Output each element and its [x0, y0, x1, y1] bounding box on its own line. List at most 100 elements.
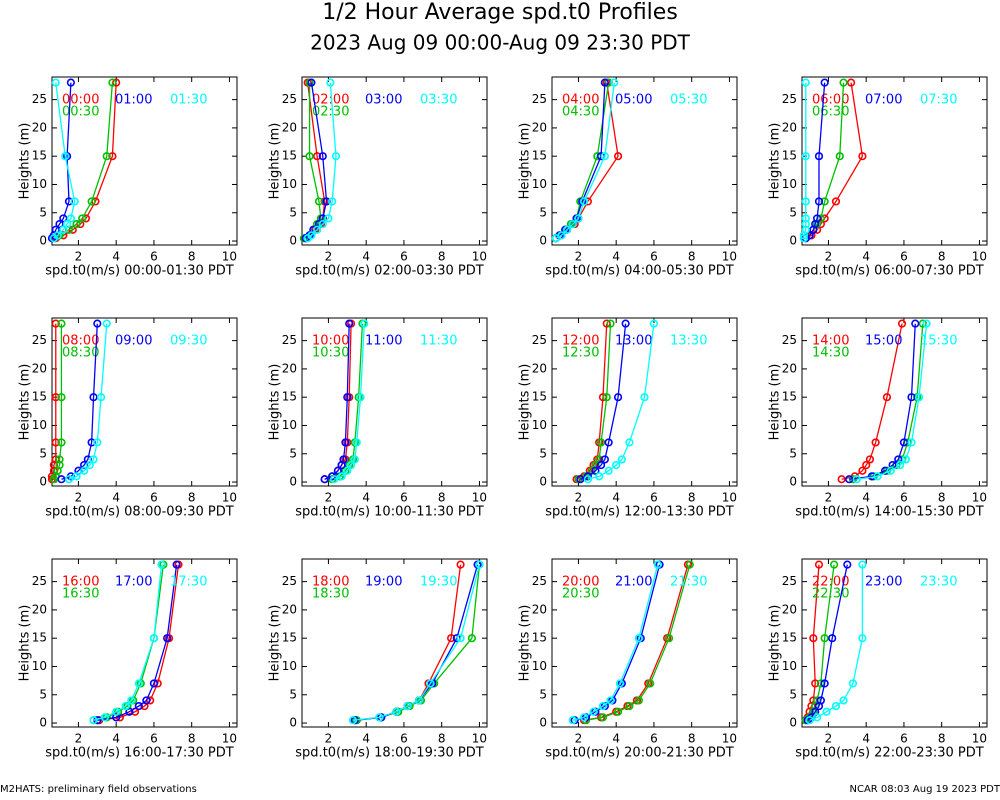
data-point — [51, 78, 60, 87]
data-point — [49, 234, 58, 243]
legend-label: 19:30 — [420, 575, 457, 590]
data-point — [591, 466, 600, 475]
data-point — [467, 634, 476, 643]
data-point — [799, 231, 808, 240]
data-point — [828, 634, 837, 643]
data-point — [57, 393, 66, 402]
legend-label: 02:00 — [312, 93, 349, 108]
plot-frame — [801, 558, 988, 728]
data-point — [375, 713, 384, 722]
data-point — [333, 466, 342, 475]
data-point — [873, 472, 882, 481]
data-point — [911, 319, 920, 328]
y-tick-label: 10 — [782, 659, 797, 673]
x-tick-label: 4 — [112, 491, 120, 505]
data-point — [600, 455, 609, 464]
data-point — [70, 197, 79, 206]
x-tick-label: 6 — [150, 250, 158, 264]
legend-label: 04:30 — [562, 105, 599, 120]
legend-label: 01:00 — [115, 93, 152, 108]
legend-label: 20:00 — [562, 575, 599, 590]
x-tick-label: 4 — [862, 732, 870, 746]
data-point — [66, 214, 75, 223]
x-tick-label: 6 — [150, 732, 158, 746]
y-tick-label: 5 — [539, 687, 547, 701]
y-tick-label: 25 — [282, 574, 297, 588]
y-tick-label: 10 — [532, 177, 547, 191]
data-point — [49, 460, 58, 470]
data-point — [813, 713, 822, 722]
data-point — [574, 214, 583, 223]
data-point — [604, 78, 613, 87]
data-point — [886, 466, 895, 475]
data-point — [625, 701, 634, 711]
profile-line — [572, 564, 659, 721]
data-point — [78, 214, 87, 223]
data-point — [845, 475, 854, 484]
data-point — [96, 393, 106, 402]
profile-line — [97, 564, 178, 721]
legend-label: 08:00 — [62, 334, 99, 349]
data-point — [880, 466, 890, 475]
y-tick-label: 5 — [289, 205, 297, 219]
data-point — [305, 152, 314, 161]
legend-label: 15:30 — [920, 334, 957, 349]
legend-label: 06:00 — [812, 93, 849, 108]
y-tick-label: 20 — [782, 602, 797, 616]
x-tick-label: 10 — [472, 732, 487, 746]
data-point — [87, 438, 96, 447]
data-point — [346, 460, 356, 470]
data-point — [102, 319, 111, 328]
y-tick-label: 0 — [539, 234, 547, 248]
y-tick-label: 5 — [39, 687, 47, 701]
x-axis-label: spd.t0(m/s) 00:00-01:30 PDT — [45, 264, 233, 279]
legend-label: 21:30 — [670, 575, 707, 590]
data-point — [343, 466, 352, 475]
legend-label: 18:30 — [312, 587, 349, 602]
x-axis-label: spd.t0(m/s) 02:00-03:30 PDT — [295, 264, 483, 279]
legend-label: 10:30 — [312, 346, 349, 361]
data-point — [102, 152, 111, 161]
legend-label: 03:00 — [365, 93, 402, 108]
data-point — [901, 455, 910, 464]
x-tick-label: 10 — [972, 732, 987, 746]
legend-label: 22:30 — [812, 587, 849, 602]
y-tick-label: 5 — [289, 446, 297, 460]
x-tick-label: 4 — [362, 491, 370, 505]
x-tick-label: 8 — [688, 250, 696, 264]
y-tick-label: 5 — [39, 205, 47, 219]
data-point — [613, 152, 623, 161]
x-tick-label: 10 — [722, 250, 737, 264]
data-point — [93, 438, 102, 447]
y-axis-label: Heights (m) — [18, 364, 33, 441]
data-point — [899, 438, 909, 447]
legend-label: 17:30 — [170, 575, 207, 590]
data-point — [403, 701, 412, 711]
x-axis-label: spd.t0(m/s) 12:00-13:30 PDT — [545, 505, 733, 520]
data-point — [646, 679, 655, 688]
data-point — [79, 460, 89, 470]
x-tick-label: 2 — [325, 250, 333, 264]
data-point — [329, 475, 339, 484]
data-point — [579, 713, 589, 722]
x-tick-label: 10 — [222, 732, 237, 746]
x-tick-label: 4 — [612, 732, 620, 746]
y-tick-label: 5 — [789, 446, 797, 460]
data-point — [801, 214, 810, 223]
legend-label: 17:00 — [115, 575, 152, 590]
x-tick-label: 4 — [362, 250, 370, 264]
y-axis-label: Heights (m) — [518, 123, 533, 200]
data-point — [848, 679, 858, 688]
data-point — [320, 475, 329, 484]
x-tick-label: 2 — [575, 732, 583, 746]
data-point — [51, 393, 60, 402]
data-point — [610, 78, 619, 87]
data-point — [600, 78, 609, 87]
footer-right: NCAR 08:03 Aug 19 2023 PDT — [849, 784, 1000, 795]
x-tick-label: 10 — [972, 250, 987, 264]
data-point — [801, 197, 810, 206]
x-tick-label: 10 — [222, 491, 237, 505]
y-tick-label: 20 — [532, 120, 547, 134]
legend-label: 07:30 — [920, 93, 957, 108]
data-point — [685, 560, 694, 569]
